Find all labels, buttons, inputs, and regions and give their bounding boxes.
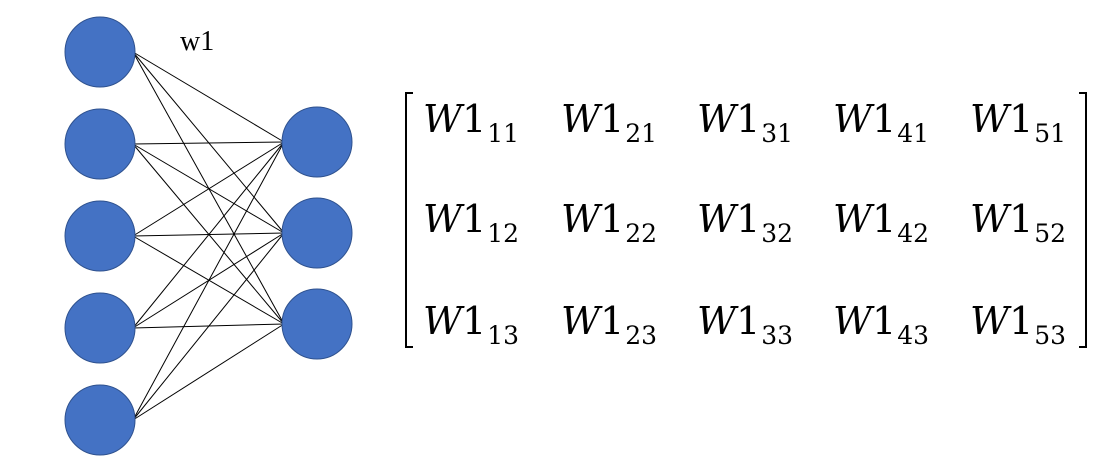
matrix-cell: W141 — [833, 97, 953, 146]
cell-base: W — [697, 299, 737, 343]
edge-5-3 — [132, 323, 285, 421]
matrix-cell: W153 — [970, 299, 1090, 348]
cell-number: 1 — [600, 197, 625, 241]
cell-base: W — [833, 97, 873, 141]
cell-subscript: 43 — [897, 321, 930, 350]
cell-number: 1 — [1009, 97, 1034, 141]
edge-2-1 — [132, 141, 285, 145]
cell-subscript: 41 — [897, 119, 930, 148]
matrix-cell: W142 — [833, 197, 953, 246]
matrix-cell: W133 — [697, 299, 817, 348]
cell-base: W — [833, 197, 873, 241]
cell-base: W — [561, 299, 601, 343]
matrix-right-bracket — [1079, 92, 1087, 348]
input-node-3 — [64, 200, 136, 272]
cell-subscript: 13 — [487, 321, 520, 350]
cell-subscript: 32 — [761, 219, 794, 248]
matrix-cell: W152 — [970, 197, 1090, 246]
cell-subscript: 33 — [761, 321, 794, 350]
cell-subscript: 53 — [1034, 321, 1067, 350]
weight-label: w1 — [180, 26, 215, 57]
output-node-3 — [281, 288, 353, 360]
cell-base: W — [423, 299, 463, 343]
edge-4-1 — [132, 141, 285, 329]
cell-number: 1 — [462, 197, 487, 241]
matrix-cell: W151 — [970, 97, 1090, 146]
cell-base: W — [423, 197, 463, 241]
cell-number: 1 — [872, 197, 897, 241]
cell-number: 1 — [736, 299, 761, 343]
cell-base: W — [833, 299, 873, 343]
cell-base: W — [970, 299, 1010, 343]
cell-subscript: 21 — [625, 119, 658, 148]
weight-matrix: W111 W121 W131 W141 W151 W112 W122 W132 W142 W152… — [405, 92, 1087, 348]
edge-1-1 — [132, 51, 285, 143]
cell-base: W — [697, 197, 737, 241]
input-node-4 — [64, 292, 136, 364]
cell-number: 1 — [600, 299, 625, 343]
matrix-cell: W113 — [423, 299, 543, 348]
cell-number: 1 — [736, 197, 761, 241]
neural-network-diagram — [64, 16, 353, 456]
cell-subscript: 31 — [761, 119, 794, 148]
cell-base: W — [561, 97, 601, 141]
matrix-cell: W131 — [697, 97, 817, 146]
cell-number: 1 — [736, 97, 761, 141]
input-node-1 — [64, 16, 136, 88]
matrix-cell: W143 — [833, 299, 953, 348]
cell-subscript: 51 — [1034, 119, 1067, 148]
edge-3-1 — [132, 141, 285, 237]
cell-subscript: 11 — [487, 119, 520, 148]
input-node-5 — [64, 384, 136, 456]
matrix-cell: W122 — [561, 197, 681, 246]
cell-number: 1 — [872, 97, 897, 141]
cell-base: W — [423, 97, 463, 141]
cell-subscript: 23 — [625, 321, 658, 350]
matrix-left-bracket — [405, 92, 413, 348]
output-node-2 — [281, 197, 353, 269]
cell-subscript: 52 — [1034, 219, 1067, 248]
cell-subscript: 42 — [897, 219, 930, 248]
matrix-cell: W123 — [561, 299, 681, 348]
cell-subscript: 22 — [625, 219, 658, 248]
edge-5-1 — [132, 141, 285, 421]
matrix-cell: W132 — [697, 197, 817, 246]
cell-base: W — [970, 197, 1010, 241]
edges-group — [132, 51, 285, 421]
cell-base: W — [561, 197, 601, 241]
cell-base: W — [697, 97, 737, 141]
cell-number: 1 — [600, 97, 625, 141]
cell-number: 1 — [462, 97, 487, 141]
cell-number: 1 — [1009, 197, 1034, 241]
matrix-cell: W112 — [423, 197, 543, 246]
input-node-2 — [64, 108, 136, 180]
edge-5-2 — [132, 232, 285, 421]
cell-subscript: 12 — [487, 219, 520, 248]
matrix-cell: W111 — [423, 97, 543, 146]
cell-number: 1 — [1009, 299, 1034, 343]
output-node-1 — [281, 106, 353, 178]
cell-base: W — [970, 97, 1010, 141]
cell-number: 1 — [872, 299, 897, 343]
matrix-cell: W121 — [561, 97, 681, 146]
cell-number: 1 — [462, 299, 487, 343]
